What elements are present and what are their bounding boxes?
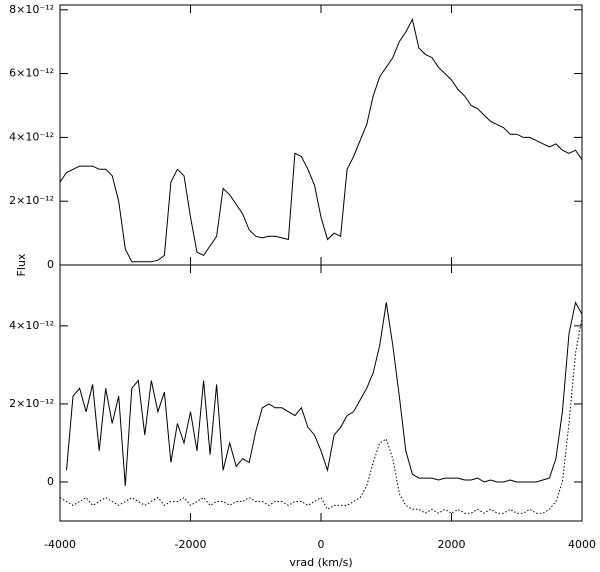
y-tick-label: 0 — [47, 258, 54, 271]
x-tick-label: 0 — [318, 538, 325, 551]
x-axis-label: vrad (km/s) — [289, 556, 352, 569]
spectrum-line — [59, 318, 583, 514]
y-tick-label: 2×10⁻¹² — [9, 194, 54, 207]
y-tick-label: 0 — [47, 475, 54, 488]
x-tick-label: 4000 — [568, 538, 596, 551]
y-tick-label: 6×10⁻¹² — [9, 67, 54, 80]
spectrum-line — [66, 301, 583, 486]
y-tick-label: 4×10⁻¹² — [9, 319, 54, 332]
y-tick-label: 4×10⁻¹² — [9, 130, 54, 143]
spectrum-line — [59, 17, 583, 263]
y-tick-label: 2×10⁻¹² — [9, 397, 54, 410]
x-tick-label: -2000 — [175, 538, 207, 551]
y-axis-label: Flux — [15, 253, 28, 276]
y-tick-label: 8×10⁻¹² — [9, 3, 54, 16]
plot-frame — [59, 264, 583, 522]
x-tick-label: 2000 — [438, 538, 466, 551]
plot-frame — [59, 4, 583, 266]
x-tick-label: -4000 — [44, 538, 76, 551]
